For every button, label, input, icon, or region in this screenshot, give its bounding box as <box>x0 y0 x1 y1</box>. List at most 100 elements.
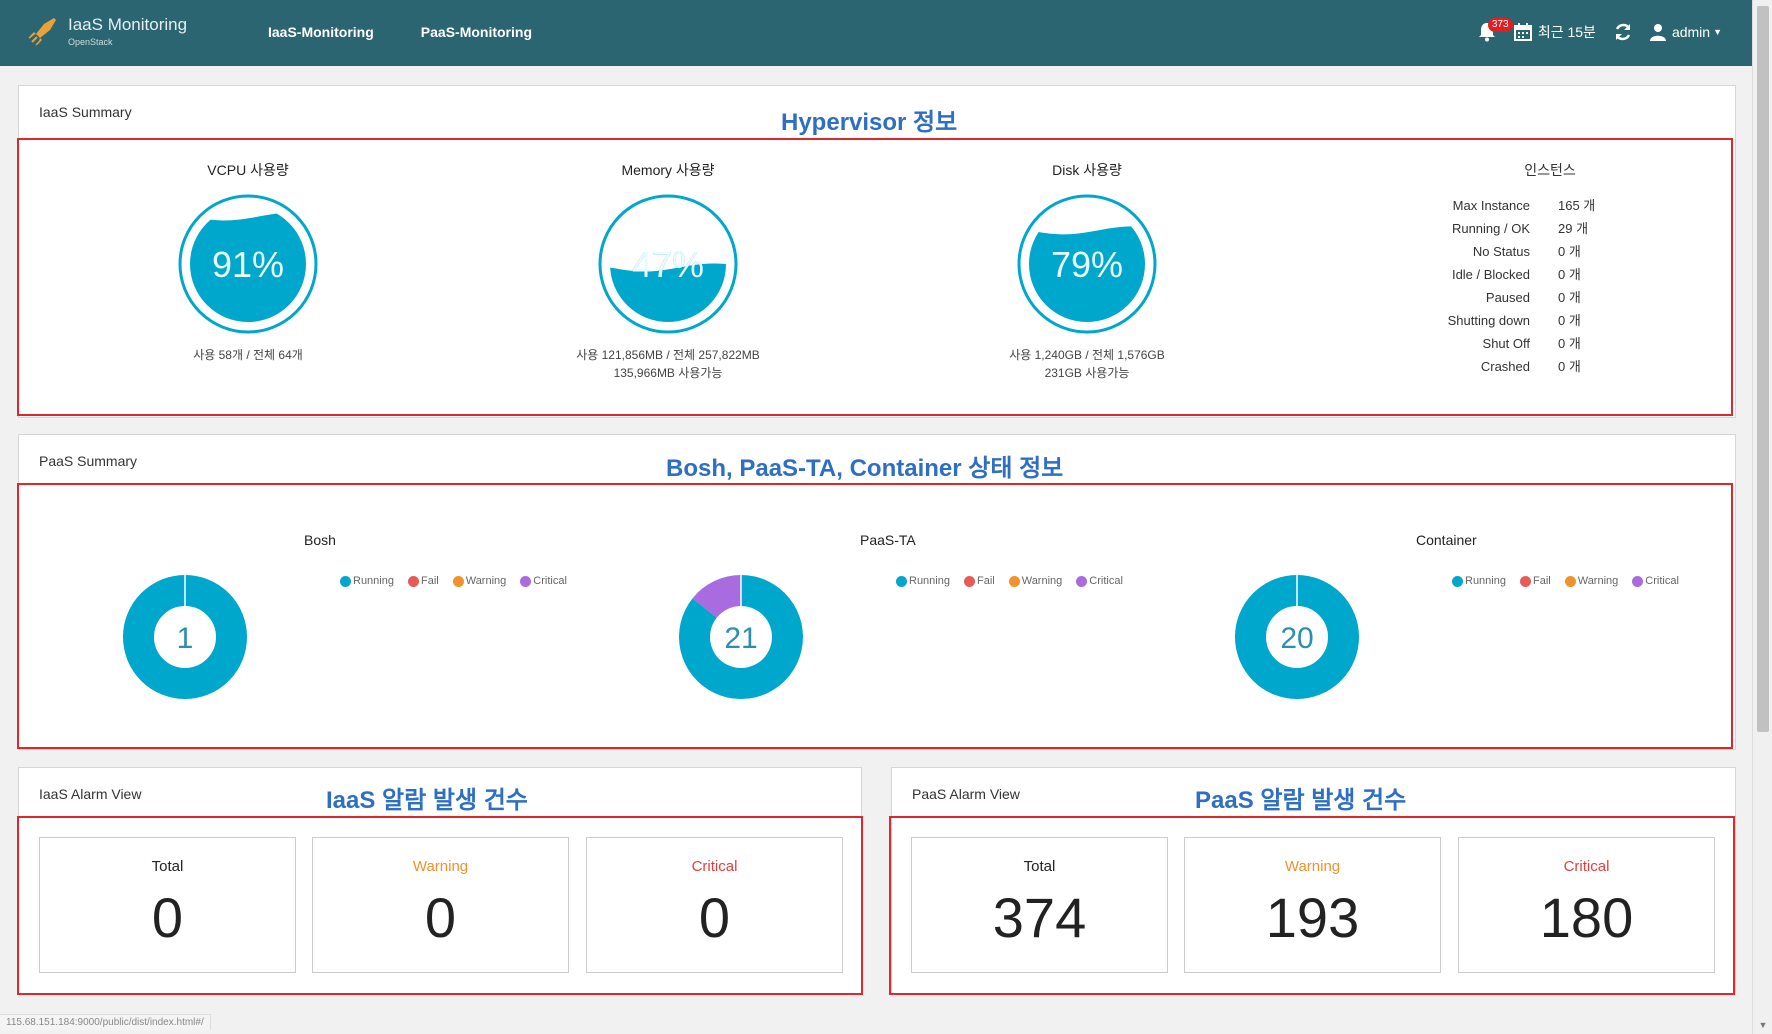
gauge-note-line: 사용 1,240GB / 전체 1,576GB <box>1009 348 1165 362</box>
legend-dot <box>1008 575 1020 587</box>
legend-item-critical[interactable]: Critical <box>1076 575 1123 587</box>
instance-status-count: 0 개 <box>1558 244 1581 259</box>
app-subtitle: OpenStack <box>68 37 113 47</box>
instance-status-label: Idle / Blocked <box>1451 267 1530 282</box>
card-value: 374 <box>992 886 1087 949</box>
scroll-down-arrow-icon[interactable]: ▼ <box>1758 1020 1768 1030</box>
card-value: 0 <box>698 886 731 949</box>
gauge-ring <box>178 194 318 334</box>
alarm-bell[interactable]: 373 <box>1478 18 1513 44</box>
instance-status-label: Crashed <box>1480 359 1530 374</box>
time-period-selector[interactable]: 최근 15분 <box>1537 24 1596 40</box>
legend-label: Fail <box>1532 575 1551 587</box>
legend-label: Fail <box>976 575 995 587</box>
calendar-icon[interactable] <box>1513 23 1532 41</box>
legend-label: Critical <box>1645 575 1679 587</box>
vertical-scrollbar[interactable]: ▼ <box>1752 0 1772 1034</box>
legend-item-running[interactable]: Running <box>340 575 394 587</box>
legend-item-running[interactable]: Running <box>896 575 950 587</box>
instance-status-count: 0 개 <box>1558 336 1581 351</box>
paas-total-card[interactable]: Total 374 <box>911 837 1168 973</box>
donut-chart[interactable]: 20 <box>1232 572 1362 702</box>
browser-status-url: 115.68.151.184:9000/public/dist/index.ht… <box>0 1014 211 1030</box>
gauge-note: 사용 121,856MB / 전체 257,822MB 135,966MB 사용… <box>518 346 818 382</box>
donut-title: Bosh <box>304 532 336 548</box>
top-right-tools: 373 최근 15분 admin ▼ <box>1478 18 1722 44</box>
chevron-down-icon[interactable]: ▼ <box>1713 27 1722 37</box>
liquid-gauge: 47%47% <box>598 194 738 334</box>
legend-dot <box>896 575 907 587</box>
user-menu[interactable]: admin <box>1671 24 1711 40</box>
iaas-total-card[interactable]: Total 0 <box>39 837 296 973</box>
legend-label: Running <box>1465 575 1506 587</box>
legend-item-warning[interactable]: Warning <box>452 575 507 587</box>
annotation-paas-alarm: PaaS 알람 발생 건수 <box>1195 787 1407 814</box>
legend-dot <box>1076 575 1088 587</box>
gauge-title: VCPU 사용량 <box>207 162 289 178</box>
gauge-note-line: 135,966MB 사용가능 <box>613 366 723 380</box>
card-label: Warning <box>412 858 469 875</box>
user-icon[interactable] <box>1649 23 1666 41</box>
liquid-gauge: 91%91% <box>178 194 318 334</box>
legend-label: Warning <box>1021 575 1063 587</box>
instance-row: Max Instance 165 개 <box>1420 194 1660 217</box>
gauge-note-line: 사용 58개 / 전체 64개 <box>193 348 303 362</box>
gauge-note-line: 사용 121,856MB / 전체 257,822MB <box>576 348 760 362</box>
legend-item-fail[interactable]: Fail <box>407 575 439 587</box>
legend-dot <box>963 575 975 587</box>
donut-total: 21 <box>724 622 757 655</box>
donut-segment-running[interactable] <box>679 575 803 699</box>
instance-rows: Max Instance 165 개 Running / OK 29 개 No Stat… <box>1420 194 1660 378</box>
legend-item-critical[interactable]: Critical <box>520 575 567 587</box>
highlight-box <box>889 816 1735 995</box>
legend-item-critical[interactable]: Critical <box>1632 575 1679 587</box>
legend-item-fail[interactable]: Fail <box>963 575 995 587</box>
paas-critical-card[interactable]: Critical 180 <box>1458 837 1715 973</box>
legend-dot <box>452 575 464 587</box>
gauge-percent: 47% <box>632 244 704 285</box>
instance-status-count: 0 개 <box>1558 359 1581 374</box>
gauge-liquid <box>1029 226 1145 322</box>
instance-row: Shutting down 0 개 <box>1420 309 1660 332</box>
gauge-percent: 91% <box>212 244 284 285</box>
legend-dot <box>1632 575 1644 587</box>
instance-status-count: 0 개 <box>1558 313 1581 328</box>
gauge-note: 사용 1,240GB / 전체 1,576GB 231GB 사용가능 <box>937 346 1237 382</box>
donut-chart[interactable]: 21 <box>676 572 806 702</box>
gauge-vcpu: VCPU 사용량 91%91% 사용 58개 / 전체 64개 <box>98 160 398 364</box>
legend-item-warning[interactable]: Warning <box>1008 575 1063 587</box>
instance-status-table: 인스턴스 Max Instance 165 개 Running / OK 29 개 No… <box>1420 160 1660 378</box>
iaas-critical-card[interactable]: Critical 0 <box>586 837 843 973</box>
refresh-icon[interactable] <box>1614 23 1632 41</box>
main-nav: IaaS-Monitoring PaaS-Monitoring <box>268 24 532 40</box>
highlight-box <box>17 816 863 995</box>
scrollbar-thumb[interactable] <box>1757 6 1769 732</box>
donut-segment-critical[interactable] <box>692 575 741 618</box>
instance-row: Shut Off 0 개 <box>1420 332 1660 355</box>
liquid-gauge: 79%79% <box>1017 194 1157 334</box>
nav-paas-monitoring[interactable]: PaaS-Monitoring <box>420 24 533 40</box>
card-value: 193 <box>1265 886 1360 949</box>
donut-legend: Running Fail Warning Critical <box>896 575 1123 587</box>
legend-dot <box>1452 575 1463 587</box>
gauge-liquid <box>190 212 306 322</box>
brand[interactable]: IaaS Monitoring OpenStack <box>26 14 187 48</box>
legend-label: Running <box>909 575 950 587</box>
gauge-memory: Memory 사용량 47% 47% 사용 121,856MB / 전체 257,… <box>518 160 818 382</box>
legend-label: Warning <box>465 575 507 587</box>
rocket-logo-icon <box>28 18 56 46</box>
annotation-iaas-alarm: IaaS 알람 발생 건수 <box>326 787 528 814</box>
legend-item-running[interactable]: Running <box>1452 575 1506 587</box>
donut-chart[interactable]: 1 <box>120 572 250 702</box>
instance-row: Running / OK 29 개 <box>1420 217 1660 240</box>
legend-item-warning[interactable]: Warning <box>1564 575 1618 587</box>
nav-iaas-monitoring[interactable]: IaaS-Monitoring <box>268 24 374 40</box>
gauge-percent: 79% <box>1051 244 1123 285</box>
legend-item-fail[interactable]: Fail <box>1519 575 1551 587</box>
card-label: Critical <box>691 858 738 875</box>
gauge-ring <box>598 194 738 334</box>
iaas-warning-card[interactable]: Warning 0 <box>312 837 569 973</box>
instance-status-count: 0 개 <box>1558 267 1581 282</box>
gauge-note-line: 231GB 사용가능 <box>1044 366 1130 380</box>
paas-warning-card[interactable]: Warning 193 <box>1184 837 1441 973</box>
